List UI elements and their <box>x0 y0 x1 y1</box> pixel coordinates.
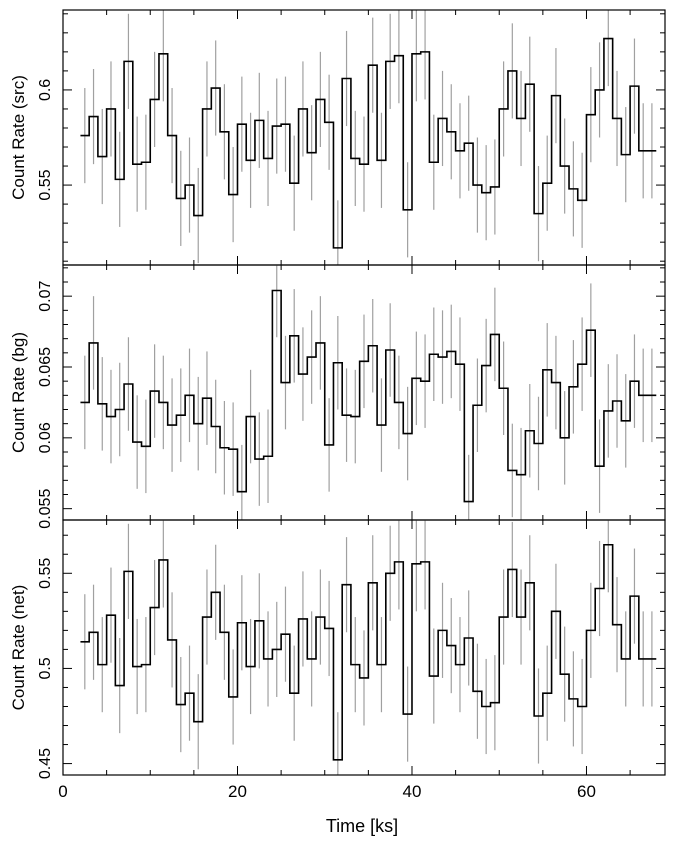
x-tick-label: 40 <box>403 782 422 801</box>
y-tick-label: 0.5 <box>37 657 54 679</box>
y-axis-label: Count Rate (src) <box>9 75 28 200</box>
y-tick-label: 0.55 <box>37 169 54 200</box>
y-tick-label: 0.055 <box>37 489 54 529</box>
panel-1: 0.55 0.6 Count Rate (src) <box>9 9 666 266</box>
y-tick-label: 0.06 <box>37 422 54 453</box>
x-tick-label: 60 <box>577 782 596 801</box>
y-axis-label: Count Rate (net) <box>9 585 28 711</box>
x-tick-label: 20 <box>228 782 247 801</box>
series-line <box>80 543 657 761</box>
series-line <box>80 289 657 503</box>
panel-frame <box>62 519 666 776</box>
series-line <box>80 37 657 249</box>
y-tick-label: 0.065 <box>37 347 54 387</box>
y-axis-label: Count Rate (bg) <box>9 332 28 453</box>
y-tick-label: 0.55 <box>37 558 54 589</box>
panel-3: 0.45 0.5 0.55 Count Rate (net) <box>9 519 666 779</box>
x-tick-label: 0 <box>58 782 67 801</box>
x-axis-label: Time [ks] <box>326 816 398 836</box>
y-tick-label: 0.45 <box>37 748 54 779</box>
y-tick-label: 0.07 <box>37 280 54 311</box>
panel-2: 0.055 0.06 0.065 0.07 Count Rate (bg) <box>9 264 666 529</box>
y-tick-label: 0.6 <box>37 79 54 101</box>
x-tick-labels: 0 20 40 60 <box>58 782 596 801</box>
